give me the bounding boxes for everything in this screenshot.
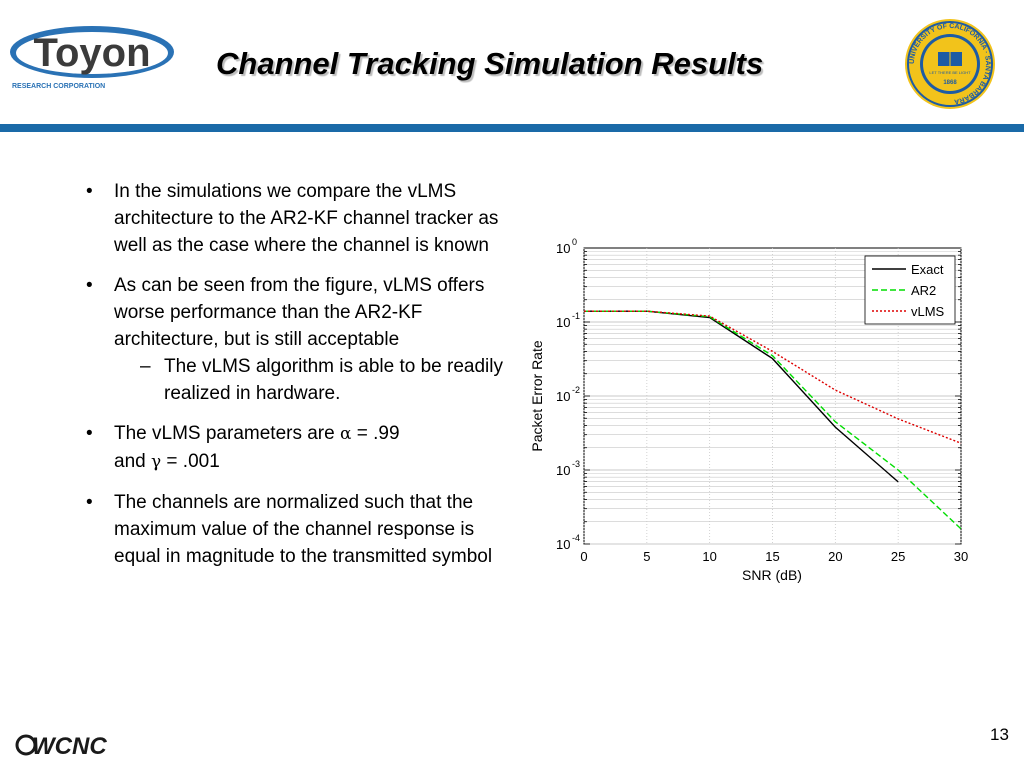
x-tick-label: 0	[580, 549, 587, 564]
y-tick-label: 10	[556, 537, 570, 552]
y-axis-label: Packet Error Rate	[529, 340, 545, 451]
x-tick-label: 15	[765, 549, 779, 564]
y-tick-label-exponent: -2	[572, 385, 580, 395]
seal-year: 1868	[943, 80, 957, 86]
wcnc-logo-text: WCNC	[32, 733, 107, 760]
x-tick-label: 10	[702, 549, 716, 564]
seal-motto: LET THERE BE LIGHT	[929, 70, 971, 75]
sub-bullet-item: – The vLMS algorithm is able to be readil…	[140, 356, 503, 404]
alpha-symbol: α	[339, 424, 352, 444]
wcnc-logo: WCNC	[15, 733, 107, 760]
bullet-text: The channels are normalized such that th…	[114, 492, 493, 567]
y-tick-label: 10	[556, 463, 570, 478]
legend: Exact AR2 vLMS	[864, 255, 956, 325]
y-tick-label-exponent: 0	[572, 237, 577, 247]
x-tick-label: 5	[643, 549, 650, 564]
y-tick-label-exponent: -3	[572, 459, 580, 469]
grid-lines	[583, 248, 962, 545]
toyon-logo-subtext: RESEARCH CORPORATION	[12, 83, 105, 90]
bullet-text: In the simulations we compare the vLMS a…	[114, 181, 499, 256]
gamma-symbol: γ	[150, 452, 162, 472]
legend-box	[864, 255, 956, 325]
x-tick-label: 25	[891, 549, 905, 564]
toyon-logo: Toyon RESEARCH CORPORATION	[10, 26, 174, 90]
y-tick-label: 10	[556, 241, 570, 256]
bullet-text: As can be seen from the figure, vLMS off…	[114, 275, 485, 350]
y-tick-label-exponent: -4	[572, 533, 580, 543]
bullet-item: • The channels are normalized such that t…	[86, 492, 493, 567]
toyon-logo-text: Toyon	[33, 31, 150, 75]
legend-label-vlms: vLMS	[911, 304, 945, 319]
legend-label-exact: Exact	[911, 262, 944, 277]
y-tick-label-exponent: -1	[572, 311, 580, 321]
y-tick-label: 10	[556, 389, 570, 404]
bullet-text: The vLMS parameters are	[114, 423, 340, 444]
legend-label-ar2: AR2	[911, 283, 936, 298]
page-number: 13	[990, 725, 1009, 744]
x-axis-label: SNR (dB)	[742, 567, 802, 583]
x-tick-label: 20	[828, 549, 842, 564]
bullet-item: • As can be seen from the figure, vLMS of…	[86, 272, 506, 407]
page-title: Channel Tracking Simulation Results	[216, 46, 764, 81]
bullet-list: • In the simulations we compare the vLMS …	[86, 178, 506, 583]
x-tick-label: 30	[954, 549, 968, 564]
y-tick-label: 10	[556, 315, 570, 330]
bullet-item: • The vLMS parameters are α = .99 and γ = …	[86, 423, 400, 472]
header-divider	[0, 124, 1024, 132]
series-line-ar2	[584, 310, 962, 530]
bullet-item: • In the simulations we compare the vLMS …	[86, 181, 499, 256]
university-seal: UNIVERSITY OF CALIFORNIA · SANTA BARBARA…	[905, 19, 995, 109]
series-line-vlms	[584, 310, 962, 444]
sub-bullet-text: The vLMS algorithm is able to be readily…	[164, 356, 503, 404]
series-lines	[584, 310, 962, 530]
